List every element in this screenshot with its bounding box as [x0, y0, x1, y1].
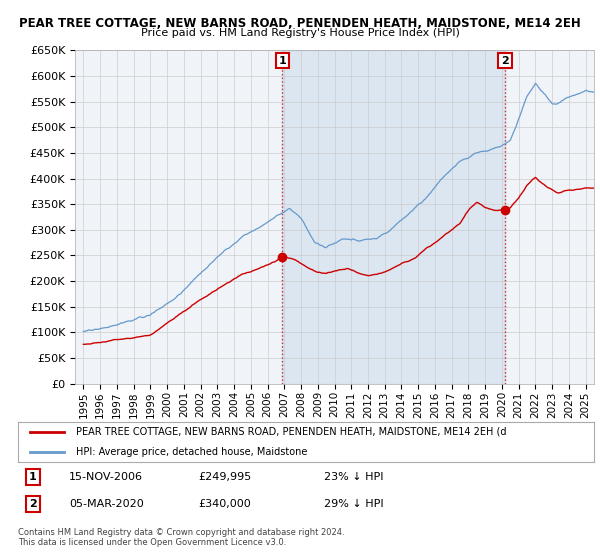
Text: 2: 2 — [501, 55, 509, 66]
Text: 23% ↓ HPI: 23% ↓ HPI — [324, 472, 383, 482]
Text: HPI: Average price, detached house, Maidstone: HPI: Average price, detached house, Maid… — [76, 447, 307, 457]
Text: £249,995: £249,995 — [198, 472, 251, 482]
Text: PEAR TREE COTTAGE, NEW BARNS ROAD, PENENDEN HEATH, MAIDSTONE, ME14 2EH (d: PEAR TREE COTTAGE, NEW BARNS ROAD, PENEN… — [76, 427, 506, 437]
Text: 29% ↓ HPI: 29% ↓ HPI — [324, 499, 383, 509]
Text: 15-NOV-2006: 15-NOV-2006 — [69, 472, 143, 482]
Text: 2: 2 — [29, 499, 37, 509]
Text: £340,000: £340,000 — [198, 499, 251, 509]
Text: Contains HM Land Registry data © Crown copyright and database right 2024.
This d: Contains HM Land Registry data © Crown c… — [18, 528, 344, 547]
Text: Price paid vs. HM Land Registry's House Price Index (HPI): Price paid vs. HM Land Registry's House … — [140, 28, 460, 38]
Bar — [282, 50, 505, 384]
Text: 1: 1 — [29, 472, 37, 482]
Text: 1: 1 — [278, 55, 286, 66]
Text: PEAR TREE COTTAGE, NEW BARNS ROAD, PENENDEN HEATH, MAIDSTONE, ME14 2EH: PEAR TREE COTTAGE, NEW BARNS ROAD, PENEN… — [19, 17, 581, 30]
Text: 05-MAR-2020: 05-MAR-2020 — [69, 499, 144, 509]
